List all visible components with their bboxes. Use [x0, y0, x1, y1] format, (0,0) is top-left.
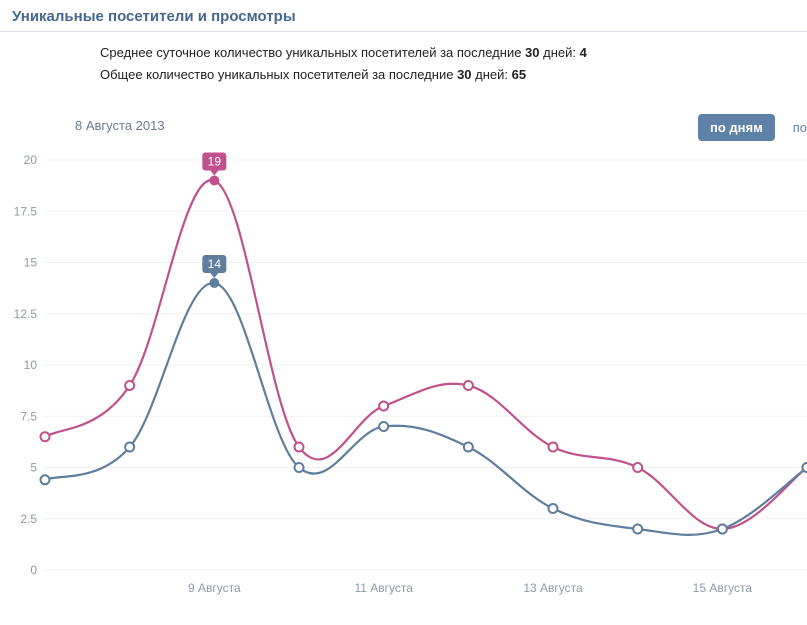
svg-text:12.5: 12.5: [14, 307, 38, 321]
title-divider: [0, 31, 807, 32]
svg-text:15 Августа: 15 Августа: [693, 581, 753, 595]
svg-text:13 Августа: 13 Августа: [523, 581, 583, 595]
tab-cutoff[interactable]: по: [781, 114, 807, 141]
stat1-mid: дней:: [540, 45, 580, 60]
stat2-days: 30: [457, 67, 471, 82]
stat1-val: 4: [580, 45, 587, 60]
page-title: Уникальные посетители и просмотры: [0, 0, 807, 31]
svg-text:10: 10: [24, 358, 38, 372]
stat2-val: 65: [512, 67, 526, 82]
line-chart: 0 2.5 5 7.5 10 12.5 15 17.5 20 9 Августа 11 Август…: [0, 150, 807, 610]
stat2-mid: дней:: [472, 67, 512, 82]
stat1-pre: Среднее суточное количество уникальных п…: [100, 45, 525, 60]
svg-text:14: 14: [208, 257, 222, 271]
stat-line-2: Общее количество уникальных посетителей …: [100, 64, 807, 86]
svg-text:9 Августа: 9 Августа: [188, 581, 241, 595]
stat-line-1: Среднее суточное количество уникальных п…: [100, 42, 807, 64]
granularity-tabs: по дням по: [698, 114, 807, 141]
svg-text:20: 20: [24, 153, 38, 167]
stat2-pre: Общее количество уникальных посетителей …: [100, 67, 457, 82]
svg-text:15: 15: [24, 256, 38, 270]
tab-by-day[interactable]: по дням: [698, 114, 775, 141]
chart-container: 0 2.5 5 7.5 10 12.5 15 17.5 20 9 Августа 11 Август…: [0, 150, 807, 610]
svg-text:11 Августа: 11 Августа: [354, 581, 413, 595]
svg-text:5: 5: [30, 461, 37, 475]
chart-date-label: 8 Августа 2013: [75, 118, 165, 133]
stat1-days: 30: [525, 45, 539, 60]
svg-text:17.5: 17.5: [14, 204, 38, 218]
svg-text:0: 0: [30, 563, 37, 577]
svg-text:19: 19: [208, 155, 222, 169]
svg-text:2.5: 2.5: [20, 512, 37, 526]
stats-block: Среднее суточное количество уникальных п…: [0, 42, 807, 86]
svg-text:7.5: 7.5: [20, 409, 37, 423]
